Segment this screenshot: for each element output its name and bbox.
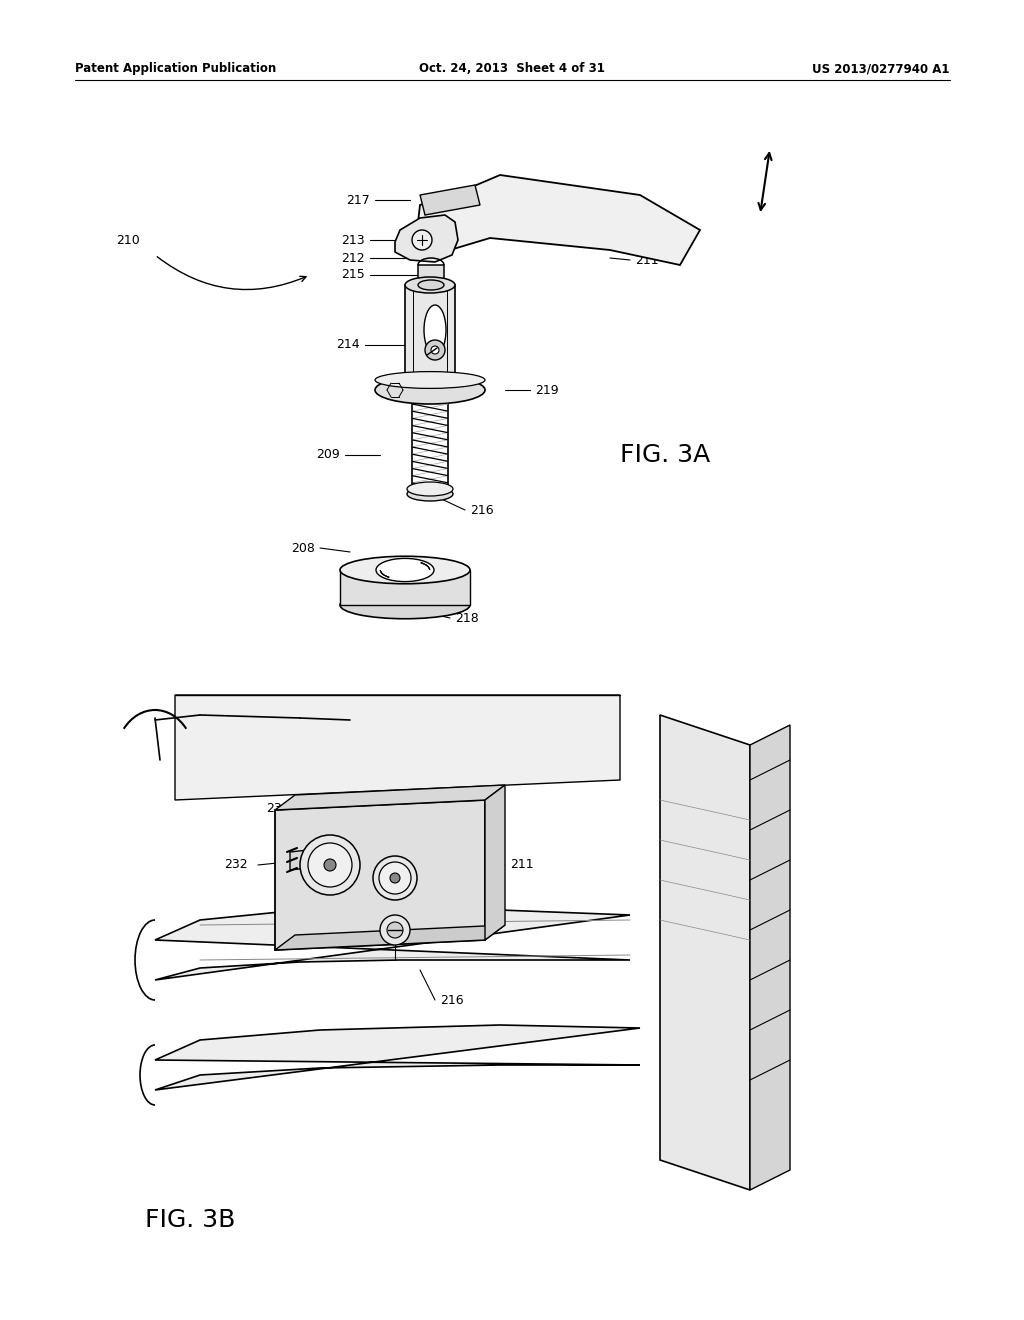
Ellipse shape (424, 305, 446, 355)
Polygon shape (420, 185, 480, 215)
Polygon shape (406, 285, 455, 380)
Text: 211: 211 (635, 253, 658, 267)
Polygon shape (275, 800, 485, 950)
Polygon shape (275, 785, 505, 810)
Circle shape (425, 341, 445, 360)
Circle shape (387, 921, 403, 939)
Text: US 2013/0277940 A1: US 2013/0277940 A1 (812, 62, 950, 75)
Circle shape (379, 862, 411, 894)
Text: Patent Application Publication: Patent Application Publication (75, 62, 276, 75)
Ellipse shape (340, 591, 470, 619)
Text: 216: 216 (440, 994, 464, 1006)
Polygon shape (395, 215, 458, 261)
Polygon shape (340, 570, 470, 605)
Polygon shape (485, 785, 505, 940)
Ellipse shape (418, 280, 444, 290)
Ellipse shape (376, 558, 434, 582)
Polygon shape (175, 696, 620, 800)
Circle shape (431, 346, 439, 354)
Text: 230: 230 (266, 801, 290, 814)
Circle shape (308, 843, 352, 887)
Ellipse shape (406, 277, 455, 293)
Ellipse shape (340, 556, 470, 583)
Text: 210: 210 (117, 234, 140, 247)
Polygon shape (418, 265, 444, 285)
Polygon shape (415, 176, 700, 265)
Polygon shape (410, 380, 450, 389)
Text: 213: 213 (341, 234, 365, 247)
Polygon shape (660, 715, 750, 1191)
Text: 218: 218 (455, 611, 479, 624)
Circle shape (390, 873, 400, 883)
Circle shape (412, 230, 432, 249)
Polygon shape (155, 909, 630, 979)
Text: Oct. 24, 2013  Sheet 4 of 31: Oct. 24, 2013 Sheet 4 of 31 (419, 62, 605, 75)
Text: 211: 211 (510, 858, 534, 871)
Polygon shape (290, 850, 308, 870)
Text: 208: 208 (291, 541, 315, 554)
Text: 219: 219 (535, 384, 559, 396)
Ellipse shape (407, 482, 453, 496)
Text: 209: 209 (316, 449, 340, 462)
Text: 216: 216 (470, 503, 494, 516)
Text: 215: 215 (341, 268, 365, 281)
Text: 232: 232 (224, 858, 248, 871)
Text: 212: 212 (341, 252, 365, 264)
Ellipse shape (375, 372, 485, 388)
Text: FIG. 3A: FIG. 3A (620, 444, 711, 467)
Text: FIG. 3B: FIG. 3B (145, 1208, 236, 1232)
Circle shape (380, 915, 410, 945)
Text: 218: 218 (395, 849, 419, 862)
Circle shape (324, 859, 336, 871)
Ellipse shape (407, 487, 453, 502)
Ellipse shape (375, 376, 485, 404)
Polygon shape (750, 725, 790, 1191)
Text: 217: 217 (346, 194, 370, 206)
Text: 214: 214 (336, 338, 360, 351)
Circle shape (300, 836, 360, 895)
Circle shape (373, 855, 417, 900)
Polygon shape (275, 925, 505, 950)
Polygon shape (155, 1026, 640, 1090)
